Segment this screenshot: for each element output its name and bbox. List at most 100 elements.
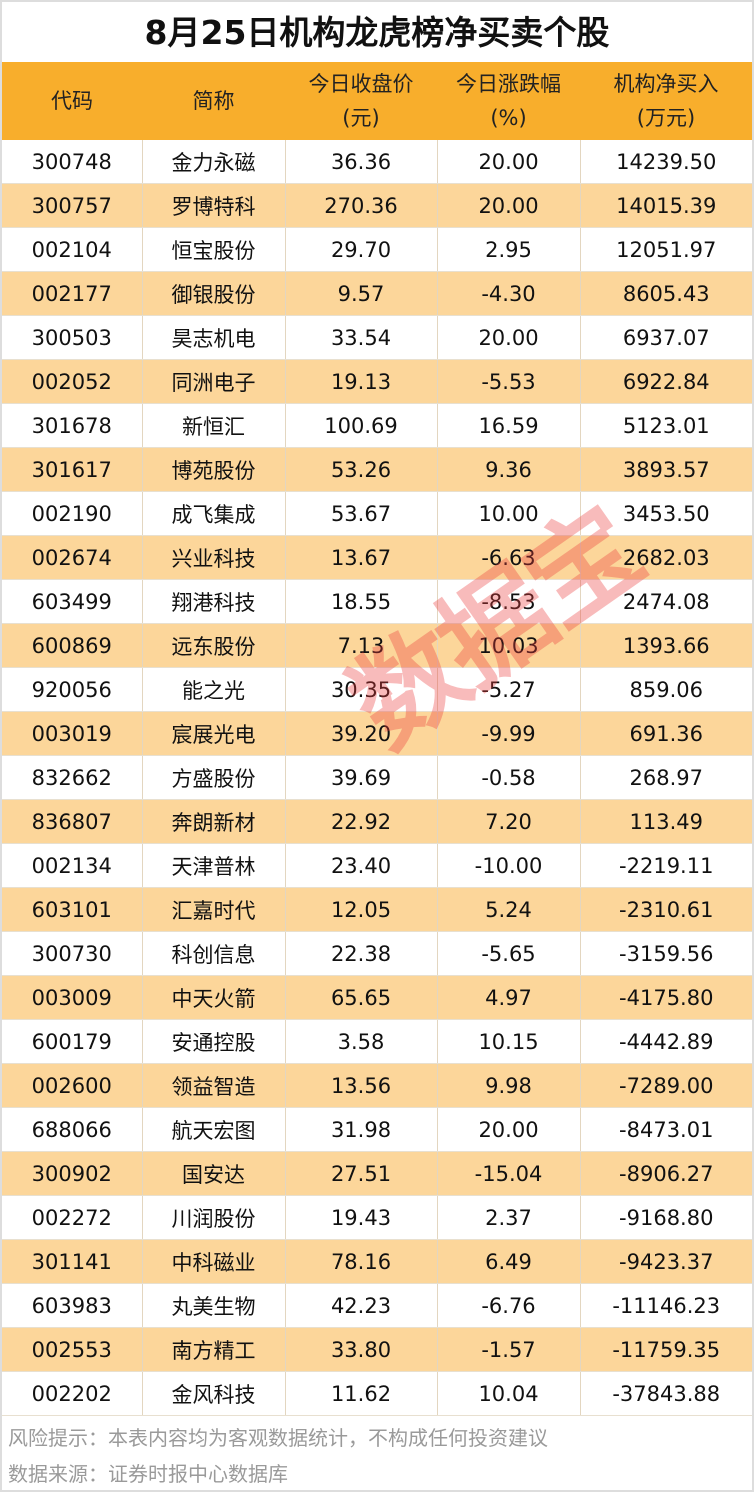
table-row: 301678 新恒汇 100.69 16.59 5123.01 [2, 403, 752, 448]
table-row: 002553 南方精工 33.80 -1.57 -11759.35 [2, 1327, 752, 1372]
cell-name: 翔港科技 [142, 579, 286, 624]
cell-close-price: 13.67 [285, 535, 438, 580]
cell-name: 御银股份 [142, 271, 286, 316]
cell-close-price: 31.98 [285, 1107, 438, 1152]
cell-change-pct: -6.76 [437, 1283, 581, 1328]
cell-close-price: 33.80 [285, 1327, 438, 1372]
cell-change-pct: 9.98 [437, 1063, 581, 1108]
cell-change-pct: 5.24 [437, 887, 581, 932]
table-row: 300757 罗博特科 270.36 20.00 14015.39 [2, 183, 752, 228]
table-row: 600179 安通控股 3.58 10.15 -4442.89 [2, 1019, 752, 1064]
cell-close-price: 9.57 [285, 271, 438, 316]
header-row: 代码 简称 今日收盘价 (元) 今日涨跌幅 (%) 机构净买入 (万元) [2, 62, 752, 140]
cell-change-pct: -5.53 [437, 359, 581, 404]
table-row: 002202 金风科技 11.62 10.04 -37843.88 [2, 1371, 752, 1416]
cell-name: 奔朗新材 [142, 799, 286, 844]
cell-close-price: 27.51 [285, 1151, 438, 1196]
cell-change-pct: -15.04 [437, 1151, 581, 1196]
cell-name: 中天火箭 [142, 975, 286, 1020]
cell-net-buy: -2310.61 [580, 887, 752, 932]
cell-name: 成飞集成 [142, 491, 286, 536]
cell-net-buy: 859.06 [580, 667, 752, 712]
cell-code: 300757 [2, 183, 143, 228]
cell-name: 金力永磁 [142, 140, 286, 184]
cell-name: 金风科技 [142, 1371, 286, 1416]
cell-change-pct: 10.04 [437, 1371, 581, 1416]
cell-name: 宸展光电 [142, 711, 286, 756]
cell-net-buy: -4175.80 [580, 975, 752, 1020]
table-row: 300503 昊志机电 33.54 20.00 6937.07 [2, 315, 752, 360]
table-row: 002272 川润股份 19.43 2.37 -9168.80 [2, 1195, 752, 1240]
data-source: 数据来源：证券时报中心数据库 [8, 1462, 288, 1486]
cell-change-pct: 20.00 [437, 140, 581, 184]
table-row: 002104 恒宝股份 29.70 2.95 12051.97 [2, 227, 752, 272]
cell-code: 301617 [2, 447, 143, 492]
cell-code: 836807 [2, 799, 143, 844]
cell-code: 002134 [2, 843, 143, 888]
cell-close-price: 42.23 [285, 1283, 438, 1328]
table-row: 002134 天津普林 23.40 -10.00 -2219.11 [2, 843, 752, 888]
cell-net-buy: -9168.80 [580, 1195, 752, 1240]
table-row: 003019 宸展光电 39.20 -9.99 691.36 [2, 711, 752, 756]
cell-code: 002052 [2, 359, 143, 404]
cell-close-price: 22.38 [285, 931, 438, 976]
cell-name: 汇嘉时代 [142, 887, 286, 932]
cell-net-buy: -8906.27 [580, 1151, 752, 1196]
cell-close-price: 13.56 [285, 1063, 438, 1108]
cell-close-price: 270.36 [285, 183, 438, 228]
cell-name: 远东股份 [142, 623, 286, 668]
cell-net-buy: -4442.89 [580, 1019, 752, 1064]
cell-close-price: 23.40 [285, 843, 438, 888]
cell-name: 安通控股 [142, 1019, 286, 1064]
cell-net-buy: 1393.66 [580, 623, 752, 668]
header-change-pct: 今日涨跌幅 (%) [437, 62, 580, 140]
cell-change-pct: 10.00 [437, 491, 581, 536]
header-label: 简称 [192, 89, 235, 113]
cell-close-price: 100.69 [285, 403, 438, 448]
header-unit: (元) [342, 106, 380, 130]
cell-name: 恒宝股份 [142, 227, 286, 272]
cell-name: 国安达 [142, 1151, 286, 1196]
table-row: 003009 中天火箭 65.65 4.97 -4175.80 [2, 975, 752, 1020]
cell-change-pct: 20.00 [437, 183, 581, 228]
cell-change-pct: 9.36 [437, 447, 581, 492]
cell-name: 领益智造 [142, 1063, 286, 1108]
table-row: 300730 科创信息 22.38 -5.65 -3159.56 [2, 931, 752, 976]
header-net-buy: 机构净买入 (万元) [580, 62, 752, 140]
cell-close-price: 39.69 [285, 755, 438, 800]
header-unit: (万元) [636, 106, 696, 130]
cell-code: 832662 [2, 755, 143, 800]
cell-close-price: 78.16 [285, 1239, 438, 1284]
header-label: 代码 [51, 89, 93, 113]
cell-name: 航天宏图 [142, 1107, 286, 1152]
cell-close-price: 19.43 [285, 1195, 438, 1240]
cell-net-buy: 6922.84 [580, 359, 752, 404]
cell-name: 罗博特科 [142, 183, 286, 228]
header-label: 今日涨跌幅 [456, 72, 561, 96]
footer: 风险提示：本表内容均为客观数据统计，不构成任何投资建议 数据来源：证券时报中心数… [2, 1416, 752, 1492]
cell-code: 603983 [2, 1283, 143, 1328]
cell-net-buy: -37843.88 [580, 1371, 752, 1416]
table-row: 836807 奔朗新材 22.92 7.20 113.49 [2, 799, 752, 844]
table-row: 301141 中科磁业 78.16 6.49 -9423.37 [2, 1239, 752, 1284]
cell-change-pct: 2.37 [437, 1195, 581, 1240]
cell-code: 003009 [2, 975, 143, 1020]
cell-name: 天津普林 [142, 843, 286, 888]
cell-code: 300730 [2, 931, 143, 976]
cell-net-buy: -2219.11 [580, 843, 752, 888]
cell-close-price: 29.70 [285, 227, 438, 272]
header-label: 机构净买入 [613, 72, 719, 96]
cell-code: 301678 [2, 403, 143, 448]
cell-code: 002553 [2, 1327, 143, 1372]
cell-name: 方盛股份 [142, 755, 286, 800]
cell-close-price: 19.13 [285, 359, 438, 404]
cell-name: 博苑股份 [142, 447, 286, 492]
cell-name: 同洲电子 [142, 359, 286, 404]
cell-close-price: 30.35 [285, 667, 438, 712]
table-row: 603101 汇嘉时代 12.05 5.24 -2310.61 [2, 887, 752, 932]
cell-net-buy: 268.97 [580, 755, 752, 800]
table-row: 002177 御银股份 9.57 -4.30 8605.43 [2, 271, 752, 316]
cell-code: 002272 [2, 1195, 143, 1240]
cell-change-pct: 10.03 [437, 623, 581, 668]
table-row: 002190 成飞集成 53.67 10.00 3453.50 [2, 491, 752, 536]
